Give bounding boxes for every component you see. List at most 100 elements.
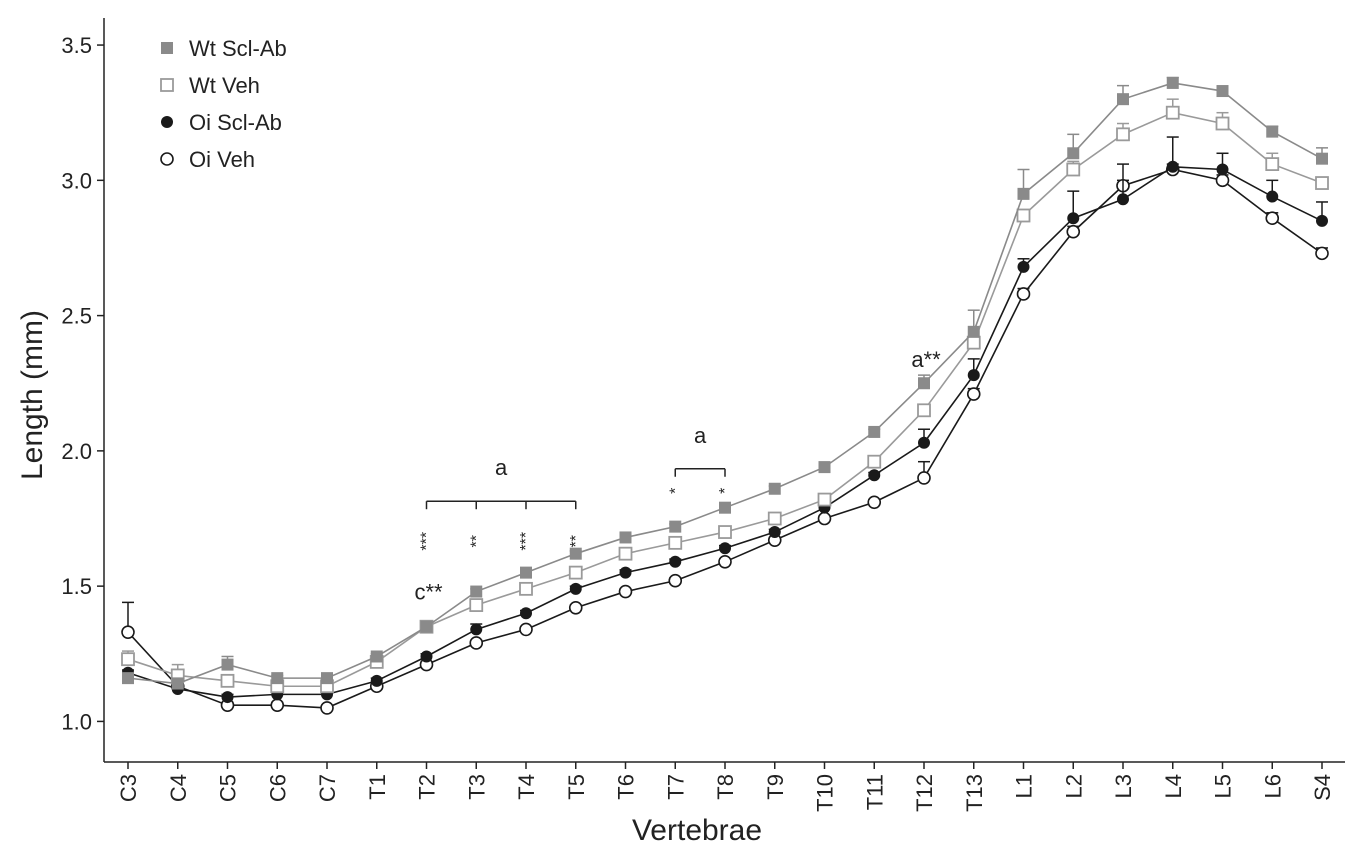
data-point	[718, 554, 732, 569]
legend-item: Oi Veh	[160, 147, 255, 172]
x-tick-label: T6	[614, 774, 639, 800]
data-point	[519, 622, 533, 637]
data-point	[967, 369, 980, 382]
data-point	[1166, 160, 1179, 173]
legend-marker	[161, 42, 173, 54]
data-point	[122, 672, 134, 685]
data-point	[519, 581, 533, 596]
data-point	[1215, 173, 1230, 188]
y-tick-label: 2.5	[61, 304, 92, 329]
data-point	[1265, 211, 1280, 226]
annotations: c**a**aa*** ** *** *** *	[414, 347, 941, 605]
legend: Wt Scl-Ab Wt Veh Oi Scl-Ab Oi Veh	[160, 36, 287, 172]
y-tick-label: 1.5	[61, 574, 92, 599]
y-axis-ticks: 1.0 1.5 2.0 2.5 3.0 3.5	[61, 33, 104, 734]
data-point	[270, 698, 285, 712]
data-point	[420, 620, 433, 633]
significance-stars: ***	[419, 532, 436, 551]
data-point	[121, 625, 135, 639]
legend-marker	[160, 78, 174, 92]
data-point	[1165, 105, 1180, 120]
x-tick-label: C5	[216, 774, 241, 802]
data-point	[668, 535, 683, 550]
y-axis-title: Length (mm)	[16, 310, 49, 480]
data-point	[719, 542, 731, 555]
data-point	[1315, 246, 1329, 261]
data-point	[668, 573, 683, 588]
data-point	[370, 674, 383, 687]
data-point	[1016, 208, 1031, 223]
data-point	[171, 677, 184, 690]
data-point	[1316, 152, 1328, 165]
data-point	[768, 526, 781, 539]
legend-item: Wt Veh	[160, 73, 260, 98]
data-point	[420, 650, 433, 663]
series-wt-scl-ab	[122, 76, 1328, 690]
series-oi-veh	[121, 162, 1329, 715]
series-layer	[121, 76, 1329, 715]
data-point	[917, 471, 931, 485]
x-tick-label: C7	[315, 774, 340, 802]
data-point	[1067, 212, 1080, 225]
data-point	[1266, 125, 1279, 138]
x-tick-label: T8	[713, 774, 738, 800]
y-tick-label: 3.0	[61, 168, 92, 193]
significance-label: c**	[414, 580, 443, 605]
legend-item: Wt Scl-Ab	[161, 36, 287, 61]
legend-label: Oi Scl-Ab	[189, 110, 282, 135]
x-tick-label: L1	[1012, 774, 1037, 798]
bracket-label: a	[495, 455, 508, 480]
y-tick-label: 1.0	[61, 709, 92, 734]
data-point	[868, 469, 881, 482]
data-point	[719, 501, 731, 514]
x-tick-label: L3	[1111, 774, 1136, 798]
data-point	[1265, 157, 1280, 171]
legend-marker	[161, 116, 173, 128]
x-tick-label: T4	[514, 774, 539, 800]
x-tick-label: T12	[912, 774, 937, 812]
data-point	[1117, 93, 1129, 106]
legend-marker	[160, 152, 174, 166]
series-line	[127, 165, 1323, 698]
x-tick-label: T13	[962, 774, 987, 812]
data-point	[918, 377, 930, 390]
x-axis-ticks: C3 C4 C5 C6 C7 T1 T2 T3 T4 T5 T6 T7 T8 T9 T10 T11 T12 T13…	[116, 762, 1335, 812]
data-point	[619, 531, 632, 544]
series-line	[127, 111, 1323, 688]
x-tick-label: L4	[1161, 774, 1186, 798]
x-tick-label: S4	[1310, 774, 1335, 801]
data-point	[966, 387, 981, 401]
x-axis-title: Vertebrae	[632, 814, 762, 847]
significance-stars: *	[667, 488, 684, 494]
data-point	[320, 701, 334, 715]
data-point	[121, 652, 135, 667]
x-tick-label: L2	[1061, 774, 1086, 798]
data-point	[918, 436, 930, 449]
x-tick-label: T3	[464, 774, 489, 800]
series-oi-scl-ab	[122, 136, 1328, 704]
data-point	[370, 650, 383, 663]
data-point	[867, 495, 882, 510]
significance-stars: ***	[518, 532, 535, 551]
significance-label: a**	[911, 347, 941, 372]
data-point	[1067, 147, 1080, 160]
data-point	[917, 403, 931, 418]
data-point	[321, 672, 333, 685]
data-point	[967, 325, 980, 338]
data-point	[470, 623, 483, 636]
significance-stars: *	[717, 488, 734, 494]
x-tick-label: C6	[265, 774, 290, 802]
data-point	[1066, 224, 1081, 239]
significance-stars: **	[568, 535, 585, 547]
series-line	[127, 82, 1323, 685]
series-line	[127, 168, 1323, 709]
data-point	[718, 525, 732, 539]
y-tick-label: 2.0	[61, 439, 92, 464]
x-tick-label: T10	[813, 774, 838, 812]
data-point	[1215, 116, 1230, 131]
significance-stars: **	[468, 535, 485, 547]
data-point	[470, 585, 483, 598]
data-point	[469, 636, 484, 650]
legend-label: Oi Veh	[189, 147, 255, 172]
data-point	[868, 425, 881, 438]
